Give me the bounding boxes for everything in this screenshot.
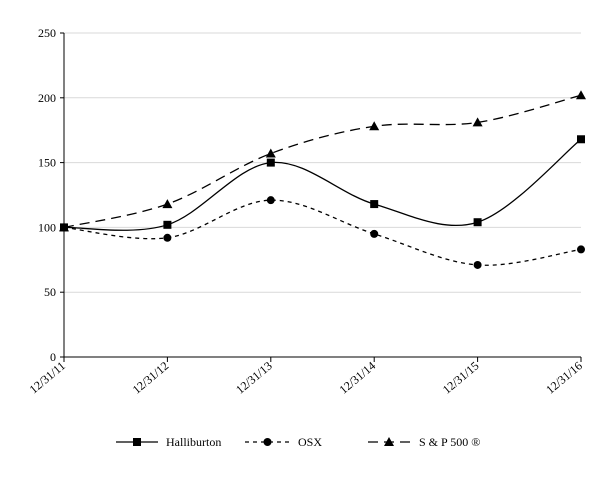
tick-labels: 0 50 100 150 200 250 12/31/11 12/31/12 12/31/13 1… [27, 26, 585, 397]
y-tick-label: 50 [44, 285, 56, 299]
gridlines [64, 32, 581, 293]
legend-marker-circle [263, 438, 272, 446]
data-point-triangle [265, 148, 276, 158]
data-point-circle [577, 245, 585, 254]
series-line-circle [63, 199, 582, 266]
x-tick-label: 12/31/14 [336, 359, 378, 397]
data-point-square [473, 218, 482, 227]
data-point-triangle [59, 222, 69, 232]
x-tick-label: 12/31/11 [27, 359, 68, 397]
y-tick-label: 250 [38, 26, 56, 40]
data-point-square [577, 135, 585, 144]
data-point-circle [266, 196, 275, 205]
legend-marker-triangle [384, 437, 394, 446]
data-point-square [370, 200, 379, 209]
data-point-circle [370, 229, 379, 238]
series-line-square [63, 138, 582, 231]
y-tick-label: 100 [38, 220, 56, 234]
legend-label: Halliburton [166, 435, 221, 449]
y-tick-label: 200 [38, 91, 56, 105]
axes [60, 32, 582, 362]
data-point-triangle [162, 199, 173, 209]
x-tick-label: 12/31/16 [543, 359, 585, 397]
legend: Halliburton OSX S & P 500 ® [116, 435, 480, 449]
legend-label: S & P 500 ® [419, 435, 480, 449]
data-point-circle [473, 260, 482, 269]
data-point-triangle [369, 121, 380, 131]
data-point-triangle [472, 117, 483, 127]
x-tick-label: 12/31/13 [233, 359, 275, 397]
y-tick-label: 150 [38, 156, 56, 170]
data-point-square [163, 220, 172, 229]
y-tick-label: 0 [50, 350, 56, 364]
series-markers [59, 90, 586, 269]
legend-label: OSX [298, 435, 322, 449]
data-point-triangle [576, 90, 586, 100]
data-point-circle [163, 233, 172, 242]
legend-marker-square [133, 438, 141, 446]
data-point-square [266, 158, 275, 167]
series-line-triangle [63, 94, 582, 229]
x-tick-label: 12/31/15 [440, 359, 482, 397]
series-lines [63, 94, 582, 266]
x-tick-label: 12/31/12 [130, 359, 172, 397]
